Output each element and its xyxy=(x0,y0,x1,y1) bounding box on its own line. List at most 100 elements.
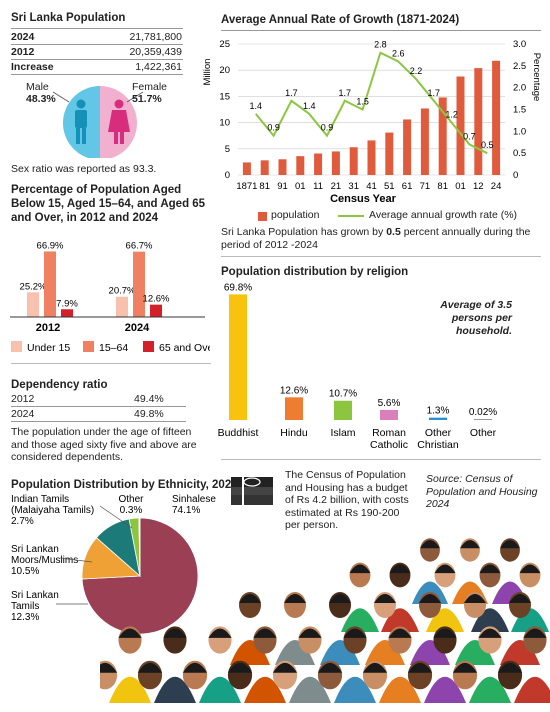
religion-category-label: Other xyxy=(425,427,452,439)
age-chart: 25.2% 66.9% 7.9% 2012 20.7% 66.7% 12.6% 2024 Und… xyxy=(10,240,210,354)
growth-x-tick: 41 xyxy=(366,181,377,192)
religion-bar-4 xyxy=(429,417,447,420)
census-cost-text: The Census of Population and Housing has… xyxy=(285,469,409,531)
divider xyxy=(11,59,183,60)
crowd-person xyxy=(317,662,343,673)
religion-bar-0 xyxy=(229,294,247,420)
divider xyxy=(11,421,186,422)
age-bar-2024-2 xyxy=(150,304,162,317)
crowd-person xyxy=(452,662,478,673)
crowd-person xyxy=(208,628,232,638)
religion-bar-label: 0.02% xyxy=(469,407,497,418)
age-bar-label: 25.2% xyxy=(20,281,47,292)
pop-row-increase-value: 1,422,361 xyxy=(135,61,182,73)
age-bar-2012-1 xyxy=(44,251,56,317)
divider xyxy=(11,28,183,29)
growth-x-tick: 61 xyxy=(402,181,413,192)
dependency-note: The population under the age of fifteen … xyxy=(11,426,197,463)
crowd-person xyxy=(343,628,367,638)
dependency-2012-value: 49.4% xyxy=(134,393,164,405)
age-legend-swatch xyxy=(11,341,22,352)
female-figure-icon xyxy=(108,99,130,144)
legend-rate-label: Average annual growth rate (%) xyxy=(369,209,518,221)
crowd-person xyxy=(388,628,412,638)
growth-left-tick: 0 xyxy=(225,170,230,181)
growth-rate-label: 0.9 xyxy=(267,123,280,133)
growth-right-axis-label: Percentage xyxy=(531,53,542,102)
divider xyxy=(11,44,183,45)
growth-x-tick: 31 xyxy=(348,181,359,192)
crowd-person xyxy=(464,594,486,603)
growth-x-tick: 1871 xyxy=(236,181,257,192)
population-bar-01 xyxy=(296,156,305,175)
divider xyxy=(221,256,541,257)
growth-x-tick: 01 xyxy=(455,181,466,192)
age-bar-label: 20.7% xyxy=(109,286,136,297)
religion-category-label: Buddhist xyxy=(218,427,259,439)
dependency-2012-label: 2012 xyxy=(11,393,35,405)
sex-distribution-graphic xyxy=(52,86,144,158)
religion-chart: 69.8% Buddhist 12.6% Hindu 10.7% Islam 5.6% Rom… xyxy=(218,282,498,451)
age-legend-swatch xyxy=(83,341,94,352)
crowd-person xyxy=(500,540,520,549)
growth-rate-label: 1.7 xyxy=(285,88,298,98)
crowd-person xyxy=(362,662,388,673)
crowd-person xyxy=(514,676,550,703)
pie-label-3: (Malaiyaha Tamils) xyxy=(11,505,94,516)
population-bar-81 xyxy=(438,97,447,175)
pie-label-2: Moors/Muslims xyxy=(11,555,78,566)
crowd-person xyxy=(349,564,371,574)
population-title: Sri Lanka Population xyxy=(11,12,126,24)
crowd-person xyxy=(284,594,306,603)
crowd-person xyxy=(523,628,547,638)
age-legend-label: 15–64 xyxy=(99,342,128,354)
growth-x-tick: 91 xyxy=(277,181,288,192)
growth-rate-label: 0.5 xyxy=(481,140,494,150)
pie-label-1: Tamils xyxy=(11,601,39,612)
age-bar-2024-1 xyxy=(133,251,145,317)
pie-label-1: Sri Lankan xyxy=(11,590,59,601)
crowd-person xyxy=(434,564,456,574)
dependency-title: Dependency ratio xyxy=(11,379,108,391)
crowd-person xyxy=(433,628,457,638)
age-chart-title: Percentage of Population Aged Below 15, … xyxy=(11,184,206,224)
religion-category-label: Christian xyxy=(417,439,459,451)
crowd-person xyxy=(253,628,277,638)
crowd-person xyxy=(407,662,433,673)
crowd-person xyxy=(118,628,142,638)
age-bar-2012-2 xyxy=(61,309,73,317)
crowd-person xyxy=(272,662,298,673)
male-figure-icon xyxy=(75,99,87,144)
growth-rate-label: 1.4 xyxy=(250,101,263,111)
growth-rate-label: 2.2 xyxy=(410,66,423,76)
growth-rate-label: 1.4 xyxy=(303,101,316,111)
crowd-person xyxy=(479,564,501,574)
crowd-person xyxy=(519,564,541,574)
divider xyxy=(11,406,186,407)
age-bar-label: 66.9% xyxy=(37,240,64,251)
growth-left-tick: 25 xyxy=(219,39,230,50)
growth-right-tick: 3.0 xyxy=(513,39,526,50)
growth-left-tick: 15 xyxy=(219,91,230,102)
pie-label-4: Other xyxy=(118,494,144,505)
age-legend-swatch xyxy=(143,341,154,352)
crowd-person xyxy=(509,594,531,603)
growth-left-axis-label: Million xyxy=(202,59,213,86)
female-label: Female xyxy=(132,81,168,93)
growth-x-tick: 51 xyxy=(384,181,395,192)
religion-bar-3 xyxy=(380,409,398,420)
crowd-person xyxy=(100,662,118,673)
crowd-person xyxy=(420,540,440,549)
growth-right-tick: 1.0 xyxy=(513,126,526,137)
crowd-person xyxy=(419,594,441,603)
growth-x-tick: 01 xyxy=(295,181,306,192)
population-bar-61 xyxy=(403,119,412,175)
growth-rate-label: 2.8 xyxy=(374,40,387,50)
divider xyxy=(11,363,211,364)
crowd-person xyxy=(227,662,253,673)
male-label: Male xyxy=(26,81,49,93)
growth-rate-label: 0.9 xyxy=(321,123,334,133)
pie-leader-line xyxy=(99,505,133,529)
growth-rate-label: 1.2 xyxy=(445,110,458,120)
pop-row-2024-value: 21,781,800 xyxy=(129,31,182,43)
